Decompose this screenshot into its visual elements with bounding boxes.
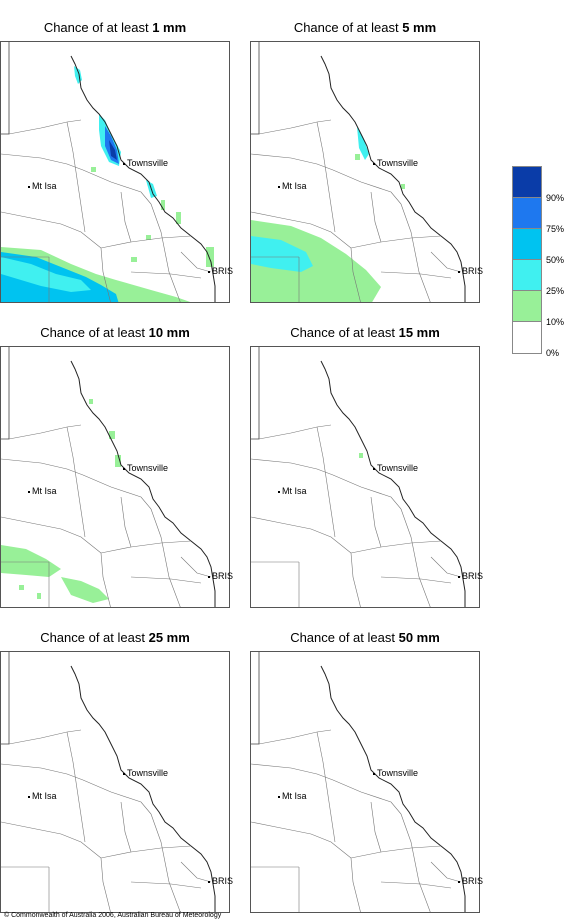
legend-label-25: 25%: [546, 286, 565, 296]
map-panel-50mm: [250, 651, 480, 913]
legend-label-10: 10%: [546, 317, 565, 327]
legend-swatch-90-100: [513, 167, 541, 198]
legend-colorbar: [512, 166, 542, 354]
label-mt-isa-5: Mt Isa: [28, 791, 57, 801]
panel-title-5mm: Chance of at least 5 mm: [293, 20, 437, 35]
base-map: [1, 652, 216, 912]
legend-label-75: 75%: [546, 224, 565, 234]
rainfall-overlay-50mm: [251, 652, 466, 912]
base-map: [251, 652, 466, 912]
label-townsville-3: Townsville: [123, 463, 168, 473]
copyright-notice: © Commonwealth of Australia 2006, Austra…: [4, 912, 222, 919]
label-townsville-4: Townsville: [373, 463, 418, 473]
label-townsville-5: Townsville: [123, 768, 168, 778]
label-townsville-2: Townsville: [373, 158, 418, 168]
panel-title-1mm: Chance of at least 1 mm: [43, 20, 187, 35]
panel-title-15mm: Chance of at least 15 mm: [290, 325, 440, 340]
base-map: [251, 42, 466, 302]
legend-swatch-75-90: [513, 198, 541, 229]
panel-title-25mm: Chance of at least 25 mm: [40, 630, 190, 645]
base-map: [251, 347, 466, 607]
rainfall-overlay-1mm: [1, 42, 216, 302]
legend-swatch-50-75: [513, 229, 541, 260]
label-townsville-1: Townsville: [123, 158, 168, 168]
legend-label-50: 50%: [546, 255, 565, 265]
label-townsville-6: Townsville: [373, 768, 418, 778]
legend-swatch-25-50: [513, 260, 541, 291]
rainfall-overlay-10mm: [1, 347, 216, 607]
label-mt-isa-4: Mt Isa: [278, 486, 307, 496]
map-panel-25mm: [0, 651, 230, 913]
label-bris-2: BRIS: [458, 266, 483, 276]
base-map: [1, 347, 216, 607]
rainfall-overlay-25mm: [1, 652, 216, 912]
rainfall-overlay-15mm: [251, 347, 466, 607]
legend-swatch-10-25: [513, 291, 541, 322]
label-mt-isa-1: Mt Isa: [28, 181, 57, 191]
label-bris-4: BRIS: [458, 571, 483, 581]
legend-swatch-0-10: [513, 322, 541, 353]
label-mt-isa-6: Mt Isa: [278, 791, 307, 801]
panel-title-50mm: Chance of at least 50 mm: [290, 630, 440, 645]
legend-label-90: 90%: [546, 193, 565, 203]
rainfall-overlay-5mm: [251, 42, 466, 302]
map-panel-15mm: [250, 346, 480, 608]
label-bris-3: BRIS: [208, 571, 233, 581]
map-panel-5mm: [250, 41, 480, 303]
label-mt-isa-2: Mt Isa: [278, 181, 307, 191]
label-mt-isa-3: Mt Isa: [28, 486, 57, 496]
legend-label-0: 0%: [546, 348, 560, 358]
map-panel-1mm: [0, 41, 230, 303]
map-panel-10mm: [0, 346, 230, 608]
label-bris-5: BRIS: [208, 876, 233, 886]
base-map: [1, 42, 216, 302]
label-bris-1: BRIS: [208, 266, 233, 276]
panel-title-10mm: Chance of at least 10 mm: [40, 325, 190, 340]
label-bris-6: BRIS: [458, 876, 483, 886]
